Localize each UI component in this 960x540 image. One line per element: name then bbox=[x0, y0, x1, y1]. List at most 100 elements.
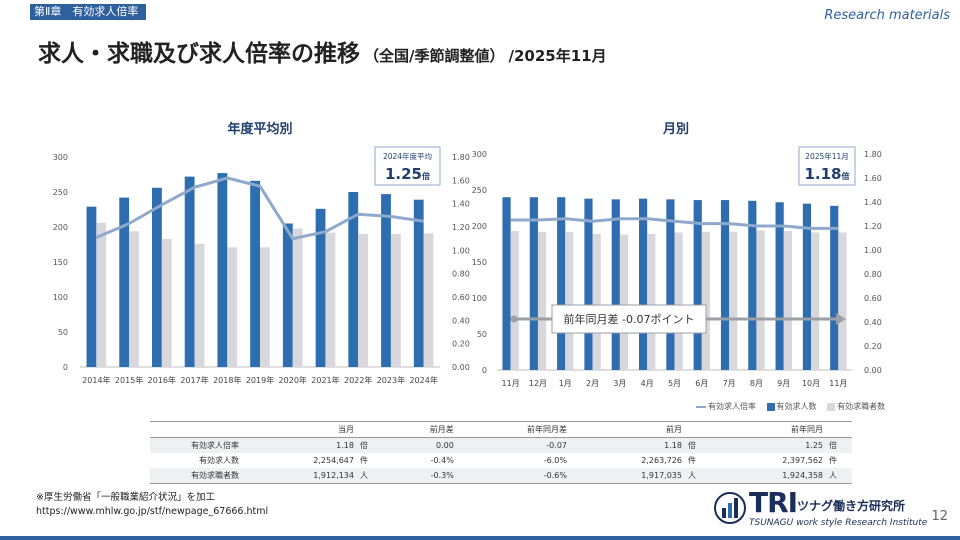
bar-offers bbox=[381, 194, 391, 367]
y-tick-label: 250 bbox=[472, 186, 487, 195]
bar-offers bbox=[693, 200, 702, 370]
diff-arrow-head bbox=[836, 313, 846, 325]
table-cell: 有効求人数 bbox=[199, 456, 239, 465]
y-tick-label: 0 bbox=[482, 366, 487, 375]
x-tick-label: 3月 bbox=[613, 379, 626, 388]
x-tick-label: 2月 bbox=[586, 379, 599, 388]
bar-offers bbox=[584, 198, 593, 370]
legend-item-ratio: 有効求人倍率 bbox=[696, 402, 756, 411]
table-cell: 2,397,562 bbox=[782, 456, 823, 465]
source-text: ※厚生労働省「一般職業紹介状況」を加工 bbox=[36, 492, 215, 503]
callout-value-unit: 倍 bbox=[421, 171, 430, 181]
x-tick-label: 12月 bbox=[529, 379, 547, 388]
callout-value: 1.25倍 bbox=[385, 165, 430, 183]
y2-tick-label: 0.00 bbox=[864, 366, 882, 375]
bar-offers bbox=[119, 197, 130, 367]
y2-tick-label: 1.80 bbox=[864, 150, 882, 159]
table-cell: 1.18 bbox=[664, 441, 682, 450]
table-header bbox=[357, 422, 383, 438]
bar-seekers bbox=[325, 232, 336, 367]
legend-item-offers: 有効求人数 bbox=[766, 402, 817, 411]
bar-seekers bbox=[390, 234, 401, 367]
table-cell: 倍 bbox=[829, 441, 837, 450]
x-tick-label: 2017年 bbox=[180, 375, 208, 385]
table-cell: 1,912,134 bbox=[313, 471, 354, 480]
bar-seekers bbox=[674, 232, 683, 370]
bar-seekers bbox=[592, 233, 601, 370]
bar-seekers bbox=[619, 234, 629, 370]
x-tick-label: 2016年 bbox=[148, 375, 176, 385]
bar-seekers bbox=[565, 231, 574, 370]
y2-tick-label: 0.80 bbox=[864, 270, 882, 279]
table-cell: 人 bbox=[829, 471, 837, 480]
title-subtitle: （全国/季節調整値） bbox=[364, 47, 505, 65]
bar-offers bbox=[413, 199, 424, 367]
x-tick-label: 6月 bbox=[695, 379, 708, 388]
logo-en: TSUNAGU work style Research Institute bbox=[749, 518, 928, 528]
callout-value-number: 1.25 bbox=[385, 165, 422, 183]
bar-offers bbox=[666, 199, 675, 370]
y-tick-label: 250 bbox=[53, 188, 68, 197]
table-cell: 0.00 bbox=[435, 441, 454, 450]
table-header bbox=[685, 422, 711, 438]
x-tick-label: 2014年 bbox=[82, 375, 110, 385]
chart-legend: 有効求人倍率 有効求人数 有効求職者数 bbox=[696, 401, 893, 412]
y2-tick-label: 1.20 bbox=[452, 223, 470, 232]
table-cell: 1.25 bbox=[805, 441, 823, 450]
bar-seekers bbox=[510, 231, 519, 370]
bar-seekers bbox=[701, 231, 710, 370]
table-cell: 2,254,647 bbox=[313, 456, 354, 465]
y2-tick-label: 1.00 bbox=[452, 246, 470, 255]
y2-tick-label: 1.60 bbox=[864, 174, 882, 183]
y-tick-label: 150 bbox=[53, 258, 68, 267]
table-header: 前月差 bbox=[429, 425, 454, 434]
y-tick-label: 50 bbox=[477, 330, 487, 339]
y-tick-label: 300 bbox=[53, 153, 68, 162]
y2-tick-label: 1.40 bbox=[452, 200, 470, 209]
callout-label: 2025年11月 bbox=[805, 151, 849, 161]
bar-seekers bbox=[96, 222, 107, 367]
y2-tick-label: 1.60 bbox=[452, 176, 470, 185]
table-cell: -0.6% bbox=[543, 471, 567, 480]
y2-tick-label: 1.20 bbox=[864, 222, 882, 231]
chart-title: 月別 bbox=[662, 122, 689, 137]
bar-seekers bbox=[811, 232, 820, 370]
table-cell: -6.0% bbox=[543, 456, 567, 465]
y2-tick-label: 0.00 bbox=[452, 363, 470, 372]
table-header-row: 当月 前月差 前年同月差 前月 前年同月 bbox=[150, 421, 852, 438]
bar-seekers bbox=[129, 231, 139, 367]
x-tick-label: 4月 bbox=[641, 379, 654, 388]
y2-tick-label: 0.60 bbox=[452, 293, 470, 302]
bar-offers bbox=[802, 203, 812, 370]
chart-title: 年度平均別 bbox=[227, 121, 292, 137]
table-header: 前月 bbox=[665, 425, 682, 434]
table-cell: 1,924,358 bbox=[782, 471, 823, 480]
x-tick-label: 11月 bbox=[829, 379, 847, 388]
bar-seekers bbox=[729, 231, 738, 370]
y2-tick-label: 1.40 bbox=[864, 198, 882, 207]
bar-offers bbox=[315, 208, 326, 367]
bar-offers bbox=[217, 173, 228, 367]
title-main: 求人・求職及び求人倍率の推移 bbox=[38, 41, 360, 67]
y-tick-label: 0 bbox=[63, 363, 68, 372]
y-tick-label: 200 bbox=[53, 223, 68, 232]
table-cell: 件 bbox=[687, 456, 696, 465]
x-tick-label: 10月 bbox=[802, 379, 820, 388]
callout-value-number: 1.18 bbox=[804, 165, 841, 183]
bar-offers bbox=[639, 198, 648, 370]
page-number: 12 bbox=[931, 509, 948, 524]
bar-offers bbox=[775, 202, 784, 370]
table-header bbox=[826, 422, 852, 438]
x-tick-label: 9月 bbox=[777, 379, 790, 388]
table-cell: 件 bbox=[359, 456, 368, 465]
table-row: 有効求人数 2,254,647 件 -0.4% -6.0% 2,263,726 … bbox=[150, 453, 852, 468]
source-url[interactable]: https://www.mhlw.go.jp/stf/newpage_67666… bbox=[36, 506, 269, 517]
x-tick-label: 2021年 bbox=[311, 375, 339, 385]
x-tick-label: 1月 bbox=[559, 379, 572, 388]
bar-seekers bbox=[227, 247, 238, 367]
table-cell: 件 bbox=[829, 456, 837, 465]
table-cell: 2,263,726 bbox=[641, 456, 682, 465]
bar-offers bbox=[830, 205, 839, 370]
bar-seekers bbox=[260, 247, 270, 367]
